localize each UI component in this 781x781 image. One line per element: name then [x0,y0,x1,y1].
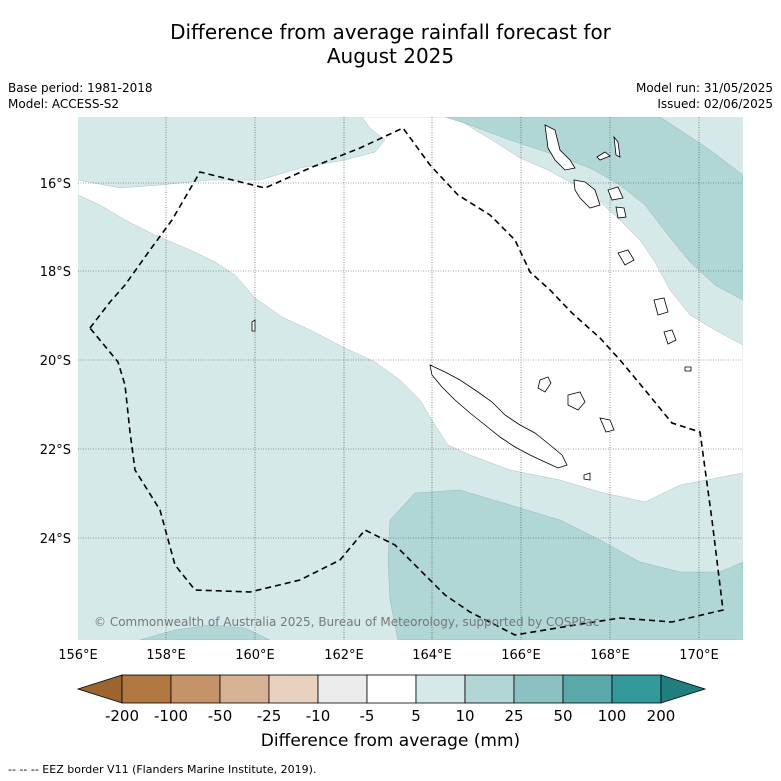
small-island-south [583,472,591,481]
issued-date: Issued: 02/06/2025 [657,97,773,111]
colorbar-tick-label: 25 [504,707,523,725]
lat-label-16s: 16°S [40,177,71,192]
lon-label-160e: 160°E [235,648,275,663]
colorbar-swatch [464,674,515,704]
colorbar-tick-label: -50 [208,707,233,725]
lat-label-22s: 22°S [40,443,71,458]
colorbar-swatch [317,674,368,704]
colorbar-title: Difference from average (mm) [260,731,521,751]
colorbar-tick-label: 200 [647,707,676,725]
land-outlines [251,124,692,481]
lon-label-158e: 158°E [146,648,186,663]
vanuatu-north-island [544,124,576,171]
colorbar: -200 -100 -50 -25 -10 -5 5 10 25 50 100 200 [76,674,707,725]
colorbar-swatch [562,674,613,704]
lat-label-20s: 20°S [40,354,71,369]
title-line-2: August 2025 [326,44,455,68]
lon-label-162e: 162°E [324,648,364,663]
wetter-region-northeast [444,117,743,301]
colorbar-tick-label: 100 [598,707,627,725]
colorbar-tick-label: -100 [154,707,188,725]
map-title: Difference from average rainfall forecas… [0,20,781,68]
colorbar-tick-label: -25 [257,707,282,725]
lat-axis: 16°S 18°S 20°S 22°S 24°S [40,177,71,547]
model-name: Model: ACCESS-S2 [8,97,120,111]
lat-label-24s: 24°S [40,532,71,547]
colorbar-tick-label: 10 [455,707,474,725]
wetter-region-southeast [387,489,743,640]
colorbar-extend-high [660,674,707,704]
base-period: Base period: 1981-2018 [8,81,153,95]
rainfall-field [78,117,743,640]
vanuatu-island-9 [663,329,677,345]
vanuatu-island-5 [607,186,624,201]
colorbar-swatch [170,674,221,704]
loyalty-island-3 [599,417,615,433]
colorbar-tick-label: -200 [105,707,139,725]
colorbar-swatch [121,674,172,704]
wetter-region-southwest [139,624,271,640]
lon-label-156e: 156°E [58,648,98,663]
vanuatu-island-2 [596,151,611,161]
vanuatu-island-4 [573,179,601,209]
colorbar-swatch [366,674,417,704]
vanuatu-island-6 [615,206,627,219]
colorbar-tick-label: 5 [411,707,421,725]
lon-axis: 156°E 158°E 160°E 162°E 164°E 166°E 168°… [58,648,719,663]
colorbar-swatch [219,674,270,704]
lon-label-164e: 164°E [412,648,452,663]
colorbar-tick-label: -10 [306,707,331,725]
colorbar-swatch [268,674,319,704]
new-caledonia-island [429,364,568,469]
loyalty-island-1 [537,376,552,393]
lat-label-18s: 18°S [40,265,71,280]
solomon-islet [251,319,256,332]
meta-right: Model run: 31/05/2025 Issued: 02/06/2025 [636,80,773,112]
vanuatu-island-10 [684,366,692,372]
colorbar-extend-low [76,674,123,704]
colorbar-swatch [611,674,662,704]
meta-left: Base period: 1981-2018 Model: ACCESS-S2 [8,80,153,112]
colorbar-swatch [415,674,466,704]
eez-border [88,126,724,636]
gridlines [78,117,743,640]
footer-note: -- -- -- EEZ border V11 (Flanders Marine… [8,763,317,776]
vanuatu-island-7 [617,249,635,266]
colorbar-tick-label: 50 [553,707,572,725]
lon-label-166e: 166°E [501,648,541,663]
colorbar-swatch [513,674,564,704]
copyright-text: © Commonwealth of Australia 2025, Bureau… [94,615,599,629]
near-average-corner [705,117,743,140]
vanuatu-island-3 [613,135,621,158]
title-line-1: Difference from average rainfall forecas… [170,20,611,44]
loyalty-island-2 [567,391,586,411]
colorbar-tick-label: -5 [360,707,375,725]
vanuatu-island-8 [653,297,669,316]
lon-label-168e: 168°E [590,648,630,663]
lon-label-170e: 170°E [679,648,719,663]
model-run: Model run: 31/05/2025 [635,81,773,95]
